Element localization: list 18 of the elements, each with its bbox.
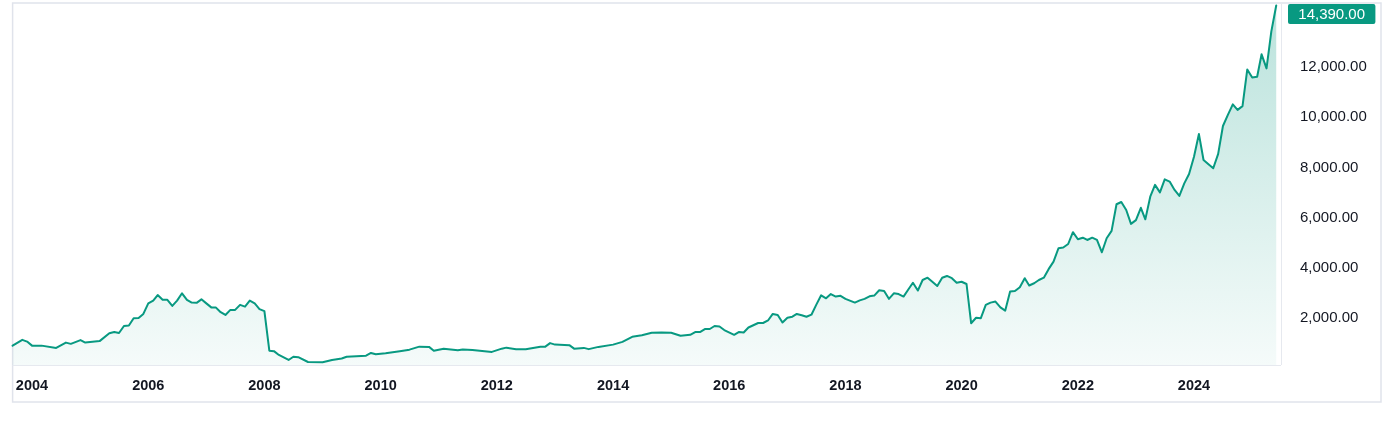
y-tick-label: 2,000.00	[1300, 308, 1359, 326]
x-tick-label: 2020	[945, 377, 978, 394]
x-tick-label: 2010	[364, 377, 397, 394]
x-tick-label: 2022	[1061, 377, 1094, 394]
x-tick-label: 2012	[480, 377, 513, 394]
y-tick-label: 10,000.00	[1300, 107, 1367, 125]
y-tick-label: 12,000.00	[1300, 56, 1367, 74]
data-label: 14,390.00	[1298, 5, 1366, 23]
y-tick-label: 8,000.00	[1300, 157, 1359, 175]
y-tick-label: 4,000.00	[1300, 258, 1359, 276]
x-tick-label: 2008	[248, 377, 281, 394]
x-tick-label: 2004	[15, 377, 49, 394]
x-tick-label: 2014	[596, 377, 630, 394]
x-tick-label: 2006	[132, 377, 165, 394]
x-tick-label: 2024	[1177, 377, 1211, 394]
y-tick-label: 6,000.00	[1300, 207, 1359, 225]
x-tick-label: 2016	[713, 377, 746, 394]
x-tick-label: 2018	[829, 377, 862, 394]
